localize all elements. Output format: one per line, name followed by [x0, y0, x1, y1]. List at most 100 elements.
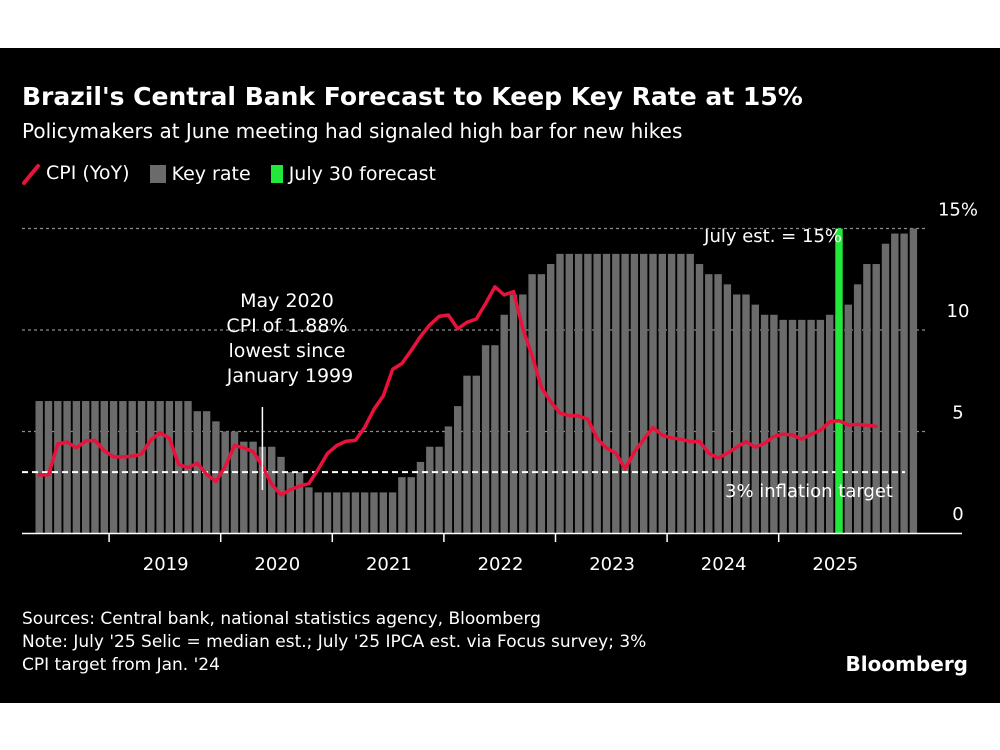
- low-point-annotation: May 2020 CPI of 1.88% lowest since Janua…: [226, 290, 354, 387]
- key-rate-swatch-icon: [149, 165, 166, 183]
- key-rate-bar: [574, 253, 583, 533]
- key-rate-bar: [816, 319, 825, 533]
- key-rate-bar: [463, 375, 471, 533]
- key-rate-bar: [640, 253, 648, 533]
- key-rate-bar: [63, 401, 71, 533]
- key-rate-bar: [649, 253, 657, 533]
- key-rate-bar: [175, 401, 183, 533]
- key-rate-bar: [742, 294, 750, 533]
- key-rate-bar: [798, 319, 806, 533]
- key-rate-bar: [44, 401, 53, 533]
- key-rate-bar: [872, 264, 880, 533]
- x-tick-label: 2019: [143, 554, 189, 575]
- legend: CPI (YoY) Key rate July 30 forecast: [22, 162, 450, 192]
- key-rate-bar: [91, 401, 99, 533]
- key-rate-bar: [900, 233, 908, 533]
- key-rate-bar: [407, 477, 415, 533]
- x-tick-label: 2020: [254, 554, 300, 575]
- key-rate-bar: [714, 274, 722, 533]
- x-tick-label: 2021: [366, 554, 412, 575]
- key-rate-bar: [509, 294, 518, 533]
- key-rate-bar: [212, 421, 220, 533]
- key-rate-bar: [333, 492, 341, 533]
- x-tick-label: 2023: [589, 554, 635, 575]
- key-rate-bar: [491, 345, 499, 533]
- cpi-line-swatch-icon: [22, 163, 40, 185]
- key-rate-bar: [398, 477, 406, 533]
- legend-item-forecast: July 30 forecast: [270, 162, 436, 185]
- chart-subtitle: Policymakers at June meeting had signale…: [22, 119, 683, 143]
- key-rate-bar: [584, 253, 592, 533]
- sources-note: Sources: Central bank, national statisti…: [22, 609, 541, 629]
- key-rate-bar: [109, 401, 118, 533]
- bloomberg-logo: Bloomberg: [845, 652, 968, 676]
- target-annotation: 3% inflation target: [725, 481, 893, 502]
- low-point-line-1: May 2020: [240, 290, 334, 312]
- low-point-line-2: CPI of 1.88%: [226, 315, 347, 337]
- low-point-line-4: January 1999: [226, 365, 353, 387]
- x-tick-label: 2025: [812, 554, 858, 575]
- note-line-1: Note: July '25 Selic = median est.; July…: [22, 632, 647, 652]
- key-rate-bar: [165, 401, 174, 533]
- low-point-line-3: lowest since: [229, 340, 346, 362]
- key-rate-bar: [779, 319, 787, 533]
- july-estimate-annotation: July est. = 15%: [703, 226, 842, 247]
- forecast-bar: [835, 228, 843, 533]
- legend-label-forecast: July 30 forecast: [288, 162, 436, 185]
- key-rate-bar: [844, 304, 852, 533]
- key-rate-bar: [54, 401, 62, 533]
- x-tick-label: 2022: [478, 554, 524, 575]
- footer-notes: Sources: Central bank, national statisti…: [22, 608, 646, 677]
- legend-item-cpi: CPI (YoY): [22, 162, 130, 185]
- key-rate-bar: [751, 304, 759, 533]
- key-rate-bar: [156, 401, 164, 533]
- key-rate-bar: [240, 441, 248, 533]
- key-rate-bar: [370, 492, 378, 533]
- key-rate-bar: [342, 492, 350, 533]
- key-rate-bar: [435, 446, 443, 533]
- key-rate-bar: [881, 243, 890, 533]
- key-rate-bar: [137, 401, 146, 533]
- key-rate-bar: [314, 492, 322, 533]
- key-rate-bar: [472, 375, 480, 533]
- key-rate-bar: [853, 284, 862, 533]
- key-rate-bar: [481, 345, 490, 533]
- key-rate-bar: [147, 401, 155, 533]
- key-rate-bar: [528, 274, 536, 533]
- key-rate-bar: [444, 426, 453, 533]
- y-axis-ticks: 15% 10 5 0: [938, 200, 978, 526]
- key-rate-bar: [35, 401, 43, 533]
- legend-label-cpi: CPI (YoY): [46, 162, 130, 185]
- forecast-marker-group: [835, 228, 843, 533]
- key-rate-bar: [705, 274, 713, 533]
- key-rate-bar: [128, 401, 136, 533]
- key-rate-bar: [379, 492, 387, 533]
- key-rate-bar: [82, 401, 90, 533]
- cpi-line: [37, 285, 878, 497]
- key-rate-bar: [100, 401, 108, 533]
- forecast-swatch-icon: [270, 165, 283, 183]
- key-rate-bar: [760, 314, 769, 533]
- chart-title: Brazil's Central Bank Forecast to Keep K…: [22, 82, 803, 111]
- key-rate-bar: [556, 253, 564, 533]
- key-rate-bar: [286, 472, 294, 533]
- key-rate-bar: [221, 431, 229, 533]
- chart-panel: Brazil's Central Bank Forecast to Keep K…: [0, 48, 1000, 703]
- key-rate-bar: [630, 253, 639, 533]
- key-rate-bar: [119, 401, 127, 533]
- key-rate-bar: [426, 446, 434, 533]
- key-rate-bar: [454, 406, 462, 533]
- key-rate-bar: [593, 253, 601, 533]
- key-rate-bar: [519, 294, 527, 533]
- key-rate-bar: [733, 294, 741, 533]
- key-rate-bar: [361, 492, 369, 533]
- key-rate-bar: [351, 492, 360, 533]
- key-rate-bar: [295, 472, 304, 533]
- key-rate-bar: [863, 264, 871, 533]
- note-line-2: CPI target from Jan. '24: [22, 655, 220, 675]
- key-rate-bar: [416, 461, 425, 533]
- key-rate-bar: [612, 253, 620, 533]
- key-rate-bar: [788, 319, 797, 533]
- key-rate-bar: [305, 487, 313, 533]
- key-rate-bar: [388, 492, 397, 533]
